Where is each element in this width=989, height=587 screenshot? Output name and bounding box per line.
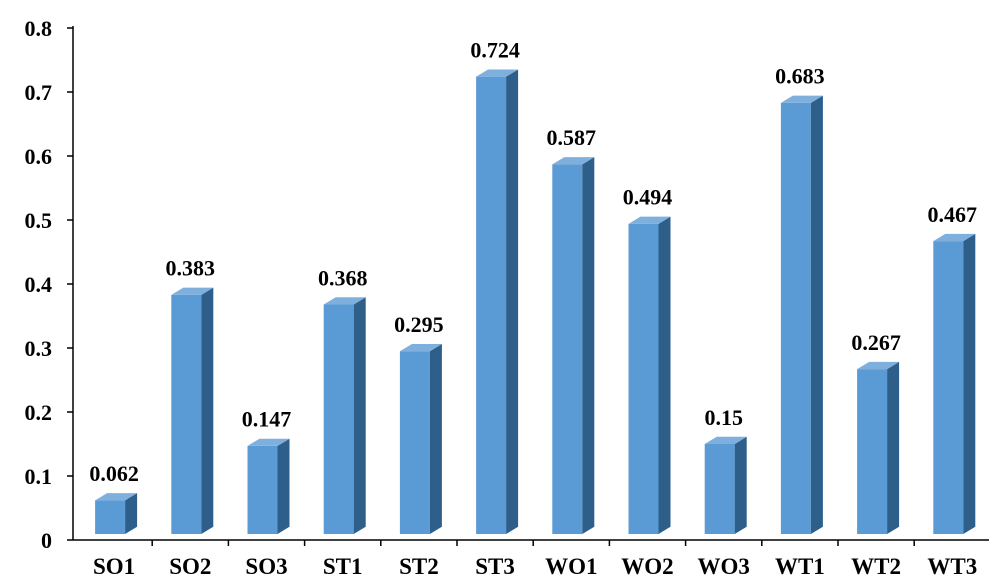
bar-side — [582, 157, 595, 534]
bar-front — [552, 164, 583, 534]
data-labels: 0.062 0.383 0.147 0.368 0.295 0.724 0.587 0.494… — [89, 37, 977, 486]
bar-front — [247, 445, 278, 534]
bar-side — [734, 436, 747, 534]
data-label: 0.383 — [166, 256, 216, 281]
bar-top — [399, 344, 442, 352]
bar — [857, 361, 900, 534]
bar-side — [887, 361, 900, 534]
bar — [323, 297, 366, 534]
bar-front — [399, 351, 430, 534]
bar — [247, 438, 290, 534]
bar-top — [247, 438, 290, 446]
x-tick-label: WT1 — [775, 554, 825, 579]
y-tick-label: 0.5 — [25, 208, 53, 233]
x-axis: SO1 SO2 SO3 ST1 ST2 ST3 WO1 WO2 WO3 WT1 WT2 WT3 — [73, 539, 989, 579]
bar — [476, 69, 519, 534]
bar-front — [857, 369, 888, 534]
data-label: 0.587 — [547, 125, 597, 150]
y-tick-label: 0.6 — [25, 144, 53, 169]
y-tick-label: 0.8 — [25, 16, 53, 41]
bar-side — [201, 287, 214, 534]
bar-side — [658, 216, 671, 534]
data-label: 0.467 — [928, 202, 978, 227]
data-label: 0.15 — [704, 405, 743, 430]
y-tick-label: 0.4 — [25, 272, 53, 297]
bar-top — [323, 297, 366, 305]
bar — [95, 493, 138, 534]
bars — [95, 69, 976, 535]
bar-side — [506, 69, 519, 534]
y-tick-label: 0.2 — [25, 400, 53, 425]
bar — [933, 233, 976, 535]
bar-front — [476, 76, 507, 534]
data-label: 0.494 — [623, 185, 673, 210]
bar-side — [125, 493, 138, 534]
bar-top — [171, 287, 214, 295]
x-tick-label: WO1 — [545, 554, 597, 579]
data-label: 0.724 — [470, 37, 520, 62]
y-tick-label: 0.7 — [25, 80, 53, 105]
x-tick-label: SO2 — [169, 554, 211, 579]
x-tick-label: WT2 — [851, 554, 901, 579]
data-label: 0.368 — [318, 265, 368, 290]
data-label: 0.147 — [242, 407, 292, 432]
bar-top — [552, 157, 595, 165]
y-tick-label: 0 — [41, 528, 52, 553]
bar — [552, 157, 595, 534]
bar-front — [780, 102, 811, 534]
x-tick-label: WO3 — [698, 554, 750, 579]
bar-front — [323, 304, 354, 534]
bar-top — [704, 436, 747, 444]
bar-side — [353, 297, 366, 534]
x-tick-label: SO3 — [245, 554, 287, 579]
bar-front — [704, 444, 735, 534]
bar — [628, 216, 671, 534]
bar — [704, 436, 747, 534]
bar-front — [95, 500, 126, 534]
y-axis: 0 0.1 0.2 0.3 0.4 0.5 0.6 0.7 0.8 — [25, 16, 74, 553]
x-tick-label: WO2 — [621, 554, 673, 579]
data-label: 0.267 — [851, 330, 901, 355]
data-label: 0.683 — [775, 64, 825, 89]
bar-side — [429, 344, 442, 534]
bar — [780, 95, 823, 535]
x-tick-label: WT3 — [927, 554, 977, 579]
bar-top — [95, 493, 138, 501]
x-tick-label: ST3 — [475, 554, 515, 579]
bar-side — [963, 233, 976, 535]
bar-front — [171, 294, 202, 534]
data-label: 0.295 — [394, 312, 444, 337]
bar-top — [857, 361, 900, 370]
bar-front — [933, 241, 964, 534]
bar-side — [810, 95, 823, 535]
bar-top — [476, 69, 519, 77]
x-tick-label: SO1 — [93, 554, 135, 579]
y-tick-label: 0.3 — [25, 336, 53, 361]
x-tick-label: ST1 — [323, 554, 363, 579]
bar — [171, 287, 214, 534]
bar-top — [780, 95, 823, 103]
bar — [399, 344, 442, 534]
x-tick-label: ST2 — [399, 554, 439, 579]
bar-side — [277, 438, 290, 534]
y-tick-label: 0.1 — [25, 464, 53, 489]
bar-top — [628, 216, 671, 224]
bar-front — [628, 223, 659, 534]
bar-top — [933, 233, 976, 242]
data-label: 0.062 — [89, 461, 139, 486]
